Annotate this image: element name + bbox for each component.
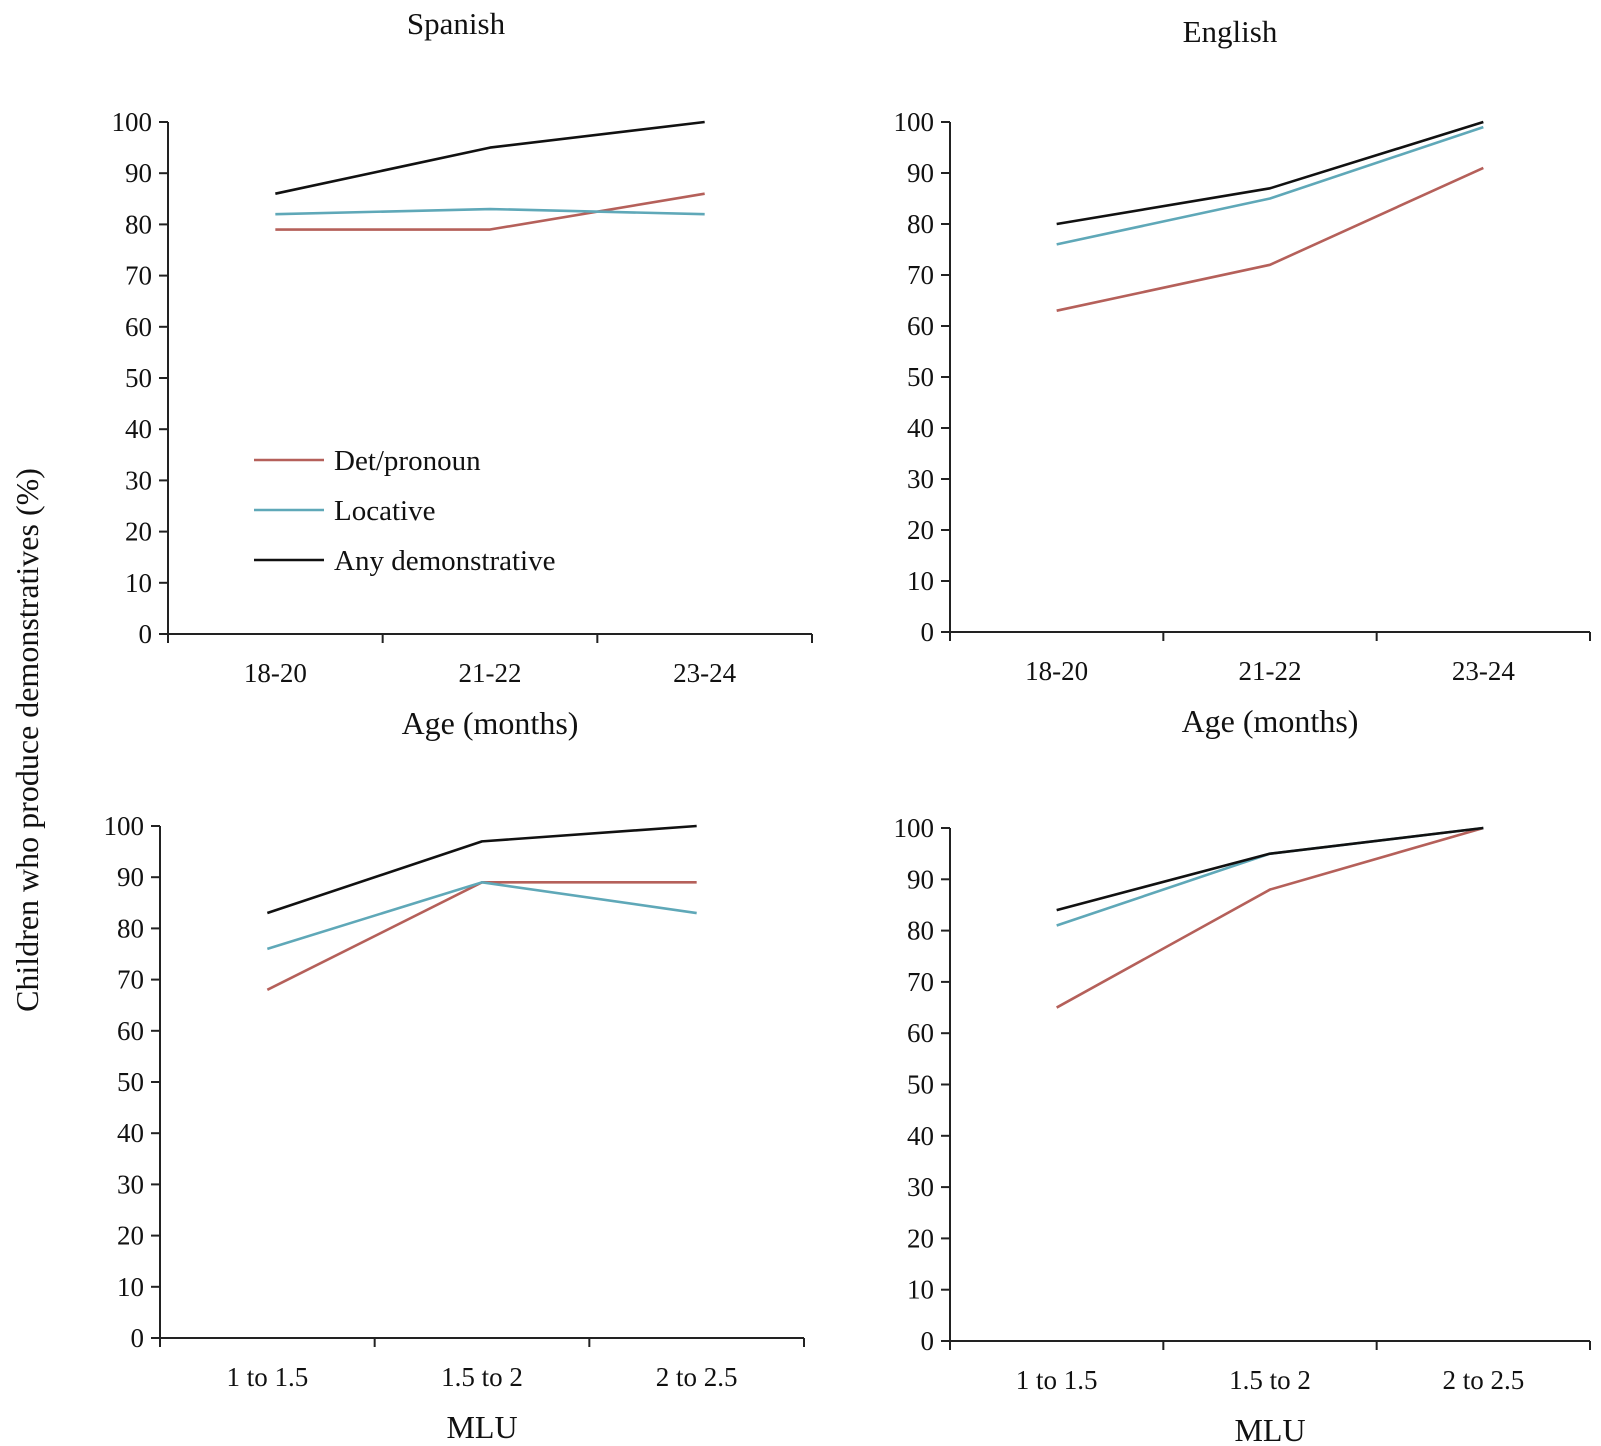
y-tick-label: 100 — [112, 107, 153, 137]
y-tick-label: 30 — [125, 465, 152, 495]
y-tick-label: 10 — [125, 568, 152, 598]
y-tick-label: 20 — [907, 1223, 934, 1253]
series-line-det-pronoun — [275, 192, 705, 231]
y-tick-label: 20 — [907, 515, 934, 545]
series-line-locative — [1056, 125, 1484, 246]
y-tick-label: 100 — [894, 813, 935, 843]
x-tick-label: 2 to 2.5 — [1442, 1365, 1524, 1395]
y-tick-label: 40 — [907, 1121, 934, 1151]
y-tick-label: 90 — [125, 158, 152, 188]
y-tick-label: 0 — [139, 619, 153, 649]
y-tick-label: 60 — [125, 312, 152, 342]
column-title-spanish: Spanish — [407, 6, 506, 41]
x-axis-title: MLU — [446, 1409, 517, 1445]
y-tick-label: 60 — [907, 311, 934, 341]
y-axis-title: Children who produce demonstratives (%) — [9, 468, 45, 1012]
series-line-any-demonstrative — [275, 120, 705, 195]
x-tick-label: 18-20 — [1025, 656, 1088, 686]
y-tick-label: 40 — [125, 414, 152, 444]
series-line-locative — [266, 881, 697, 951]
series-line-locative — [1056, 826, 1484, 927]
chart-panel-spanish-age: 0 10 20 30 40 50 60 70 80 90 100 18-20 21-22 23-24 Age… — [112, 107, 813, 741]
y-tick-label: 50 — [907, 1070, 934, 1100]
x-tick-label: 1.5 to 2 — [1229, 1365, 1311, 1395]
y-tick-label: 40 — [907, 413, 934, 443]
y-tick-label: 40 — [117, 1118, 144, 1148]
y-tick-label: 100 — [894, 107, 935, 137]
x-tick-label: 18-20 — [244, 658, 307, 688]
legend-label: Det/pronoun — [334, 445, 481, 477]
y-tick-label: 80 — [907, 916, 934, 946]
y-tick-label: 30 — [117, 1169, 144, 1199]
legend-label: Any demonstrative — [334, 545, 555, 577]
y-tick-label: 20 — [117, 1221, 144, 1251]
y-tick-label: 100 — [104, 811, 145, 841]
x-axis-title: Age (months) — [1182, 703, 1359, 739]
y-tick-label: 50 — [125, 363, 152, 393]
x-tick-label: 23-24 — [1452, 656, 1515, 686]
x-axis-title: MLU — [1234, 1412, 1305, 1446]
column-title-english: English — [1183, 14, 1278, 49]
x-tick-label: 21-22 — [1239, 656, 1302, 686]
series-line-det-pronoun — [266, 881, 697, 992]
y-tick-label: 10 — [907, 566, 934, 596]
y-tick-label: 10 — [907, 1275, 934, 1305]
y-tick-label: 60 — [117, 1016, 144, 1046]
y-tick-label: 20 — [125, 517, 152, 547]
y-tick-label: 10 — [117, 1272, 144, 1302]
series-line-det-pronoun — [1056, 826, 1484, 1009]
y-tick-label: 80 — [117, 913, 144, 943]
x-axis-title: Age (months) — [402, 705, 579, 741]
chart-panel-english-age: 0 10 20 30 40 50 60 70 80 90 100 18-20 21-22 23-24 Age… — [894, 107, 1591, 739]
y-tick-label: 80 — [907, 209, 934, 239]
series-line-any-demonstrative — [1056, 826, 1484, 912]
y-tick-label: 0 — [921, 1326, 935, 1356]
x-tick-label: 23-24 — [673, 658, 736, 688]
y-tick-label: 90 — [907, 158, 934, 188]
x-tick-label: 1.5 to 2 — [441, 1362, 523, 1392]
y-tick-label: 60 — [907, 1018, 934, 1048]
legend: Det/pronoun Locative Any demonstrative — [254, 445, 555, 577]
y-tick-label: 90 — [907, 864, 934, 894]
y-tick-label: 0 — [131, 1323, 145, 1353]
series-line-any-demonstrative — [266, 824, 697, 915]
y-tick-label: 0 — [921, 617, 935, 647]
y-tick-label: 70 — [125, 261, 152, 291]
series-line-det-pronoun — [1056, 166, 1484, 312]
series-line-any-demonstrative — [1056, 120, 1484, 226]
y-tick-label: 70 — [907, 967, 934, 997]
y-tick-label: 80 — [125, 209, 152, 239]
y-tick-label: 70 — [117, 965, 144, 995]
y-tick-label: 90 — [117, 862, 144, 892]
y-tick-label: 50 — [117, 1067, 144, 1097]
x-tick-label: 1 to 1.5 — [1016, 1365, 1098, 1395]
x-tick-label: 21-22 — [459, 658, 522, 688]
x-tick-label: 2 to 2.5 — [656, 1362, 738, 1392]
legend-label: Locative — [334, 495, 435, 527]
series-line-locative — [275, 207, 705, 216]
x-tick-label: 1 to 1.5 — [226, 1362, 308, 1392]
y-tick-label: 30 — [907, 464, 934, 494]
y-tick-label: 70 — [907, 260, 934, 290]
y-tick-label: 30 — [907, 1172, 934, 1202]
y-tick-label: 50 — [907, 362, 934, 392]
chart-panel-spanish-mlu: 0 10 20 30 40 50 60 70 80 90 100 1 to 1.5 1.5 to 2 2 … — [104, 811, 805, 1445]
chart-panel-english-mlu: 0 10 20 30 40 50 60 70 80 90 100 1 to 1.5 1.5 to 2 2 … — [894, 813, 1591, 1446]
